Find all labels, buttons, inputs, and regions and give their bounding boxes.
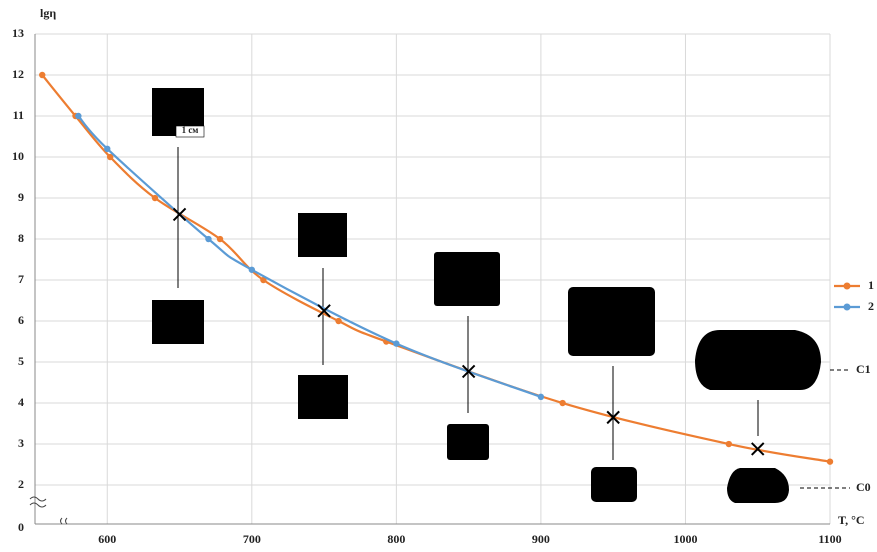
connectors xyxy=(177,147,759,460)
x-tick-label: 1100 xyxy=(818,532,841,546)
sample xyxy=(447,424,489,460)
sample xyxy=(695,330,821,390)
cross xyxy=(172,207,187,222)
sample xyxy=(434,252,500,306)
sample xyxy=(298,213,347,257)
y-tick-label: 3 xyxy=(18,436,24,450)
point xyxy=(559,399,566,407)
sample xyxy=(152,300,204,344)
y-tick-label: 4 xyxy=(18,395,24,409)
point xyxy=(537,393,545,401)
level-label: C1 xyxy=(856,362,871,376)
point xyxy=(826,458,834,465)
x-tick-label: 700 xyxy=(243,532,261,546)
scale-box xyxy=(175,125,205,138)
sample xyxy=(727,468,789,503)
x-tick-label: 800 xyxy=(387,532,405,546)
point xyxy=(216,235,224,243)
samples xyxy=(29,88,850,525)
cross xyxy=(751,442,765,456)
y-tick-label: 7 xyxy=(18,272,24,286)
legend-label: 2 xyxy=(868,299,874,313)
y-tick-label: 9 xyxy=(18,190,24,204)
point xyxy=(393,340,400,347)
point xyxy=(205,235,212,243)
point xyxy=(248,266,256,273)
point xyxy=(725,440,733,448)
point xyxy=(75,112,82,120)
x-tick-label: 600 xyxy=(98,532,116,546)
sample xyxy=(298,375,348,419)
axis-break xyxy=(29,496,68,525)
level-label: C0 xyxy=(856,480,871,494)
y-tick-label: 11 xyxy=(13,108,24,122)
x-tick-label: 1000 xyxy=(673,532,697,546)
scale-label: 1 см xyxy=(182,125,199,135)
y-tick-label: 8 xyxy=(18,231,24,245)
legend-label: 1 xyxy=(868,278,874,292)
point xyxy=(151,194,159,202)
sample xyxy=(591,467,637,502)
y-tick-label: 2 xyxy=(18,477,24,491)
y-tick-label: 12 xyxy=(12,67,24,81)
cross xyxy=(606,410,620,425)
cross xyxy=(461,364,476,379)
sample xyxy=(568,287,655,356)
cross xyxy=(317,304,331,318)
legend-marker xyxy=(843,303,851,311)
point xyxy=(39,71,46,79)
y-tick-label: 5 xyxy=(18,354,24,368)
x-axis-label: T, °C xyxy=(838,513,865,527)
point xyxy=(104,145,111,153)
point xyxy=(260,276,267,284)
y-tick-label: 13 xyxy=(12,26,24,40)
point xyxy=(106,153,114,161)
y-tick-label: 6 xyxy=(18,313,24,327)
level-lines xyxy=(800,369,850,489)
origin-label: 0 xyxy=(18,520,24,534)
point xyxy=(335,317,342,325)
x-tick-label: 900 xyxy=(532,532,550,546)
legend-marker xyxy=(843,282,851,290)
y-tick-label: 10 xyxy=(12,149,24,163)
y-axis-label: lgη xyxy=(40,6,56,20)
